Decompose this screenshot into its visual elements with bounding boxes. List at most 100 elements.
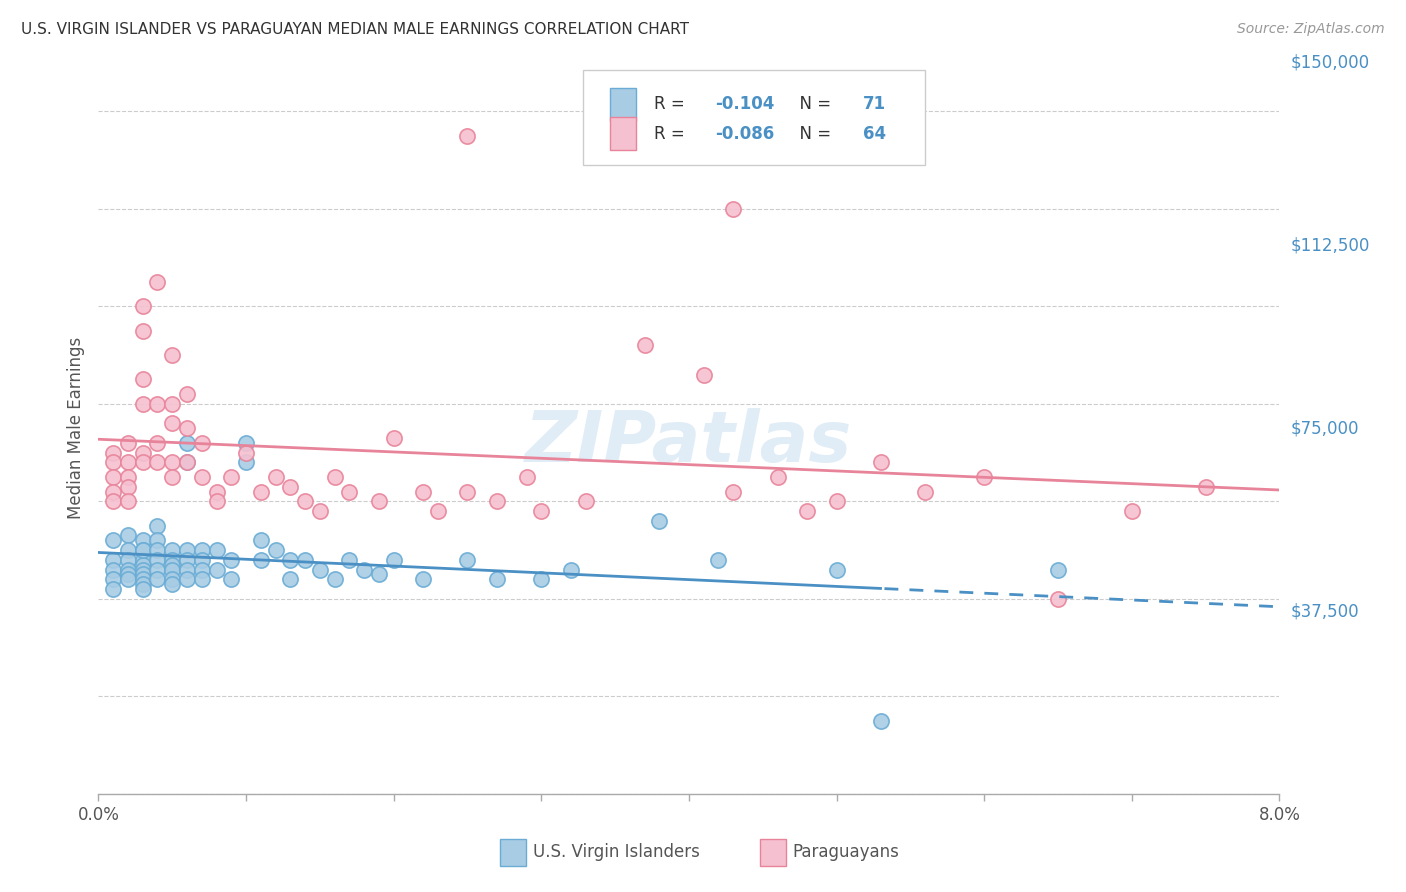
Point <box>132 577 155 591</box>
Point <box>103 470 125 484</box>
Point <box>117 494 139 508</box>
Point <box>353 563 375 577</box>
Point <box>323 470 346 484</box>
Point <box>117 553 139 567</box>
Point <box>294 553 316 567</box>
Point <box>693 368 716 382</box>
Point <box>132 397 155 411</box>
Point <box>457 484 479 499</box>
Point <box>648 514 671 528</box>
Point <box>235 455 257 469</box>
Point <box>1195 480 1218 494</box>
Text: U.S. VIRGIN ISLANDER VS PARAGUAYAN MEDIAN MALE EARNINGS CORRELATION CHART: U.S. VIRGIN ISLANDER VS PARAGUAYAN MEDIA… <box>21 22 689 37</box>
Point <box>191 435 214 450</box>
Point <box>457 553 479 567</box>
Point <box>132 299 155 313</box>
Point <box>191 470 214 484</box>
FancyBboxPatch shape <box>501 839 526 865</box>
Point <box>132 553 155 567</box>
Point <box>176 563 198 577</box>
Point <box>132 558 155 572</box>
Point <box>530 504 553 518</box>
Point <box>723 484 745 499</box>
Text: N =: N = <box>789 125 837 143</box>
Point <box>176 455 198 469</box>
Point <box>280 553 302 567</box>
Point <box>825 494 848 508</box>
Point <box>235 435 257 450</box>
Point <box>264 470 287 484</box>
Point <box>176 435 198 450</box>
Point <box>132 572 155 586</box>
Point <box>103 553 125 567</box>
Text: N =: N = <box>789 95 837 113</box>
Point <box>162 572 183 586</box>
Point <box>176 572 198 586</box>
Point <box>264 543 287 558</box>
Point <box>146 553 169 567</box>
Text: 71: 71 <box>862 95 886 113</box>
Point <box>103 484 125 499</box>
Text: -0.086: -0.086 <box>714 125 775 143</box>
Point <box>530 572 553 586</box>
Point <box>221 572 243 586</box>
Point <box>516 470 538 484</box>
Point <box>221 470 243 484</box>
Point <box>205 494 228 508</box>
Point <box>162 558 183 572</box>
Point <box>132 543 155 558</box>
Point <box>412 572 434 586</box>
Point <box>294 494 316 508</box>
Point <box>146 518 169 533</box>
Point <box>132 455 155 469</box>
Text: Source: ZipAtlas.com: Source: ZipAtlas.com <box>1237 22 1385 37</box>
Point <box>117 543 139 558</box>
Point <box>339 484 361 499</box>
Text: ZIPatlas: ZIPatlas <box>526 409 852 477</box>
Point <box>103 455 125 469</box>
Text: $37,500: $37,500 <box>1291 602 1360 620</box>
Point <box>132 582 155 596</box>
Point <box>146 543 169 558</box>
Point <box>162 563 183 577</box>
Point <box>250 533 273 548</box>
Point <box>205 563 228 577</box>
Point <box>176 553 198 567</box>
Point <box>146 455 169 469</box>
Point <box>117 435 139 450</box>
Point <box>1046 563 1070 577</box>
Text: $75,000: $75,000 <box>1291 419 1360 437</box>
Point <box>914 484 936 499</box>
Point <box>973 470 995 484</box>
Point <box>191 572 214 586</box>
Text: U.S. Virgin Islanders: U.S. Virgin Islanders <box>533 844 700 862</box>
Point <box>146 397 169 411</box>
Point <box>132 533 155 548</box>
Point <box>132 324 155 338</box>
Point <box>117 567 139 582</box>
Point <box>575 494 598 508</box>
Point <box>146 275 169 289</box>
Point <box>103 494 125 508</box>
Text: $150,000: $150,000 <box>1291 54 1369 71</box>
Point <box>560 563 582 577</box>
FancyBboxPatch shape <box>759 839 786 865</box>
Text: -0.104: -0.104 <box>714 95 775 113</box>
Text: 64: 64 <box>862 125 886 143</box>
Point <box>176 421 198 435</box>
Text: $112,500: $112,500 <box>1291 236 1369 254</box>
Point <box>103 582 125 596</box>
Point <box>205 484 228 499</box>
Point <box>339 553 361 567</box>
FancyBboxPatch shape <box>582 70 925 165</box>
Point <box>117 480 139 494</box>
Point <box>723 202 745 216</box>
Point <box>162 470 183 484</box>
Point <box>766 470 789 484</box>
Point <box>117 572 139 586</box>
Point <box>205 543 228 558</box>
Point <box>162 577 183 591</box>
Point <box>280 480 302 494</box>
Point <box>368 567 391 582</box>
FancyBboxPatch shape <box>610 88 636 121</box>
